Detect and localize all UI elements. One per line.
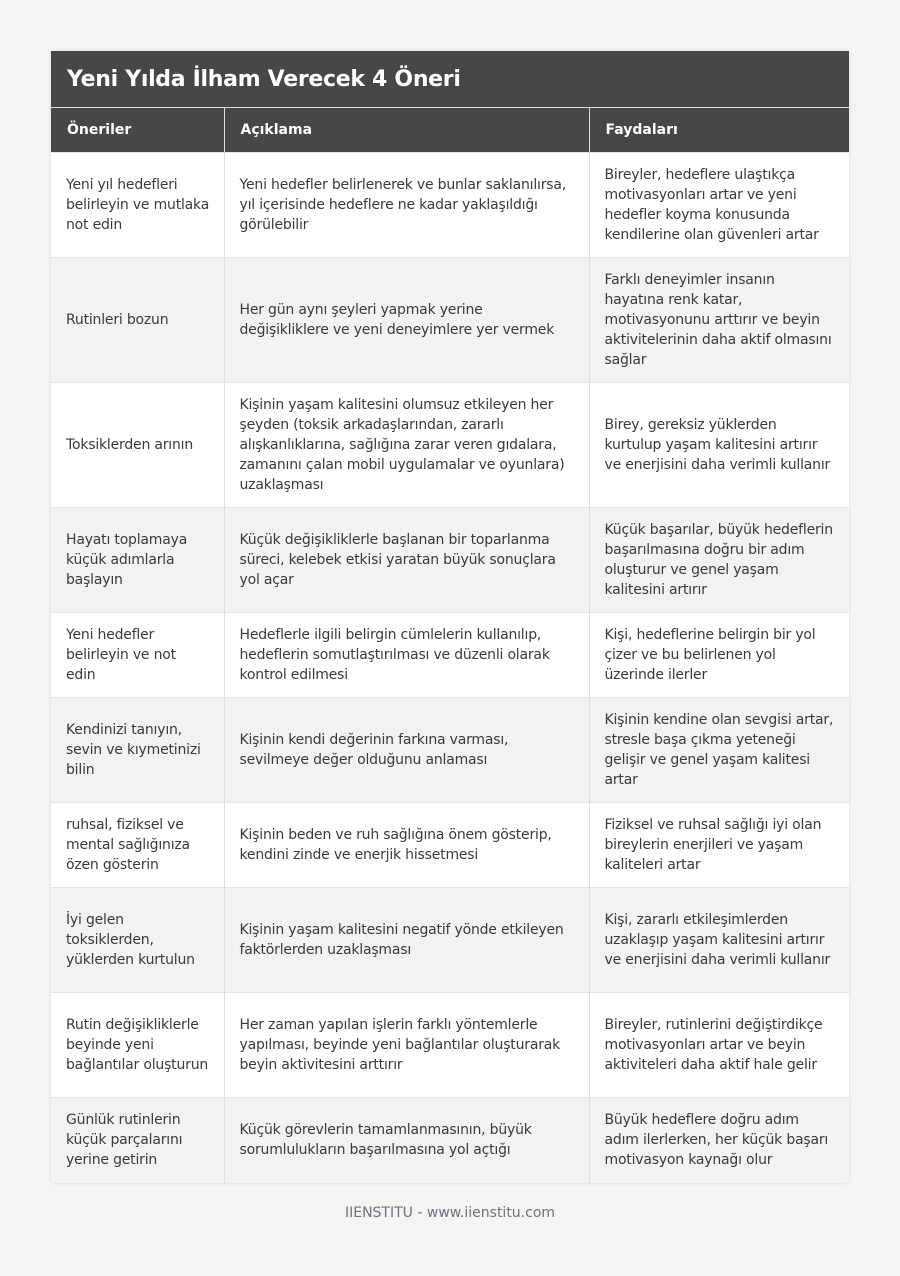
table-title: Yeni Yılda İlham Verecek 4 Öneri <box>51 51 849 108</box>
benefits-cell: Kişi, hedeflerine belirgin bir yol çizer… <box>589 612 849 698</box>
table-row: Toksiklerden arının Kişinin yaşam kalites… <box>51 382 849 508</box>
table-row: İyi gelen toksiklerden, yüklerden kurtul… <box>51 887 849 993</box>
description-cell: Hedeflerle ilgili belirgin cümlelerin ku… <box>224 612 590 698</box>
table-row: ruhsal, fiziksel ve mental sağlığınıza ö… <box>51 802 849 888</box>
suggestion-cell: Yeni yıl hedefleri belirleyin ve mutlaka… <box>51 152 225 258</box>
table-card: Yeni Yılda İlham Verecek 4 Öneri Önerile… <box>51 51 849 1183</box>
table-row: Rutin değişikliklerle beyinde yeni bağla… <box>51 992 849 1098</box>
suggestion-cell: Hayatı toplamaya küçük adımlarla başlayı… <box>51 507 225 613</box>
description-cell: Kişinin yaşam kalitesini negatif yönde e… <box>224 887 590 993</box>
benefits-cell: Fiziksel ve ruhsal sağlığı iyi olan bire… <box>589 802 849 888</box>
benefits-cell: Bireyler, hedeflere ulaştıkça motivasyon… <box>589 152 849 258</box>
description-cell: Her zaman yapılan işlerin farklı yönteml… <box>224 992 590 1098</box>
suggestion-cell: Rutin değişikliklerle beyinde yeni bağla… <box>51 992 225 1098</box>
description-cell: Küçük değişikliklerle başlanan bir topar… <box>224 507 590 613</box>
suggestion-cell: Kendinizi tanıyın, sevin ve kıymetinizi … <box>51 697 225 803</box>
description-cell: Kişinin yaşam kalitesini olumsuz etkiley… <box>224 382 590 508</box>
description-cell: Kişinin beden ve ruh sağlığına önem göst… <box>224 802 590 888</box>
suggestion-cell: Yeni hedefler belirleyin ve not edin <box>51 612 225 698</box>
header-row: Öneriler Açıklama Faydaları <box>51 108 849 153</box>
benefits-cell: Bireyler, rutinlerini değiştirdikçe moti… <box>589 992 849 1098</box>
table-row: Yeni yıl hedefleri belirleyin ve mutlaka… <box>51 152 849 258</box>
description-cell: Kişinin kendi değerinin farkına varması,… <box>224 697 590 803</box>
benefits-cell: Kişinin kendine olan sevgisi artar, stre… <box>589 697 849 803</box>
footer-credit: IIENSTITU - www.iienstitu.com <box>344 1205 556 1221</box>
table-row: Hayatı toplamaya küçük adımlarla başlayı… <box>51 507 849 613</box>
benefits-cell: Farklı deneyimler insanın hayatına renk … <box>589 257 849 383</box>
column-header: Açıklama <box>224 108 590 153</box>
description-cell: Küçük görevlerin tamamlanmasının, büyük … <box>224 1097 590 1183</box>
suggestion-cell: Rutinleri bozun <box>51 257 225 383</box>
table-row: Yeni hedefler belirleyin ve not edin Hede… <box>51 612 849 698</box>
description-cell: Yeni hedefler belirlenerek ve bunlar sak… <box>224 152 590 258</box>
suggestion-cell: Günlük rutinlerin küçük parçalarını yeri… <box>51 1097 225 1183</box>
benefits-cell: Küçük başarılar, büyük hedeflerin başarı… <box>589 507 849 613</box>
column-header: Faydaları <box>589 108 849 153</box>
benefits-cell: Kişi, zararlı etkileşimlerden uzaklaşıp … <box>589 887 849 993</box>
suggestion-cell: İyi gelen toksiklerden, yüklerden kurtul… <box>51 887 225 993</box>
benefits-cell: Birey, gereksiz yüklerden kurtulup yaşam… <box>589 382 849 508</box>
description-cell: Her gün aynı şeyleri yapmak yerine değiş… <box>224 257 590 383</box>
suggestion-cell: ruhsal, fiziksel ve mental sağlığınıza ö… <box>51 802 225 888</box>
benefits-cell: Büyük hedeflere doğru adım adım ilerlerk… <box>589 1097 849 1183</box>
table-row: Rutinleri bozun Her gün aynı şeyleri yapm… <box>51 257 849 383</box>
suggestion-cell: Toksiklerden arının <box>51 382 225 508</box>
suggestions-table: Öneriler Açıklama Faydaları Yeni yıl hed… <box>51 108 849 1183</box>
column-header: Öneriler <box>51 108 225 153</box>
table-row: Günlük rutinlerin küçük parçalarını yeri… <box>51 1097 849 1183</box>
table-row: Kendinizi tanıyın, sevin ve kıymetinizi … <box>51 697 849 803</box>
